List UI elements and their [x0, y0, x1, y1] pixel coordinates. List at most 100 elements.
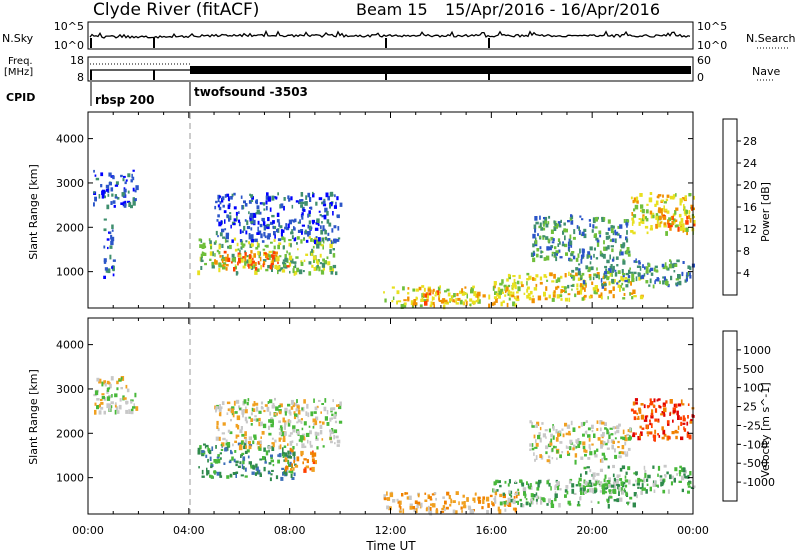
data-cell-3 [335, 435, 339, 439]
data-cell-3 [227, 257, 231, 262]
data-cell-8 [633, 416, 637, 421]
data-cell-2 [221, 243, 224, 248]
data-cell-5 [493, 285, 496, 289]
data-cell-3 [250, 250, 253, 254]
data-cell-3 [221, 258, 224, 263]
data-cell-8 [550, 236, 554, 241]
data-cell-9 [630, 271, 634, 274]
data-cell-4 [256, 232, 260, 235]
data-cell-5 [517, 492, 520, 495]
data-cell-1 [283, 459, 286, 462]
data-cell-4 [265, 206, 268, 211]
data-cell-0 [96, 398, 100, 401]
data-cell-4 [448, 495, 451, 500]
data-cell-7 [607, 296, 609, 300]
data-cell-4 [383, 497, 387, 501]
data-cell-1 [197, 447, 201, 453]
data-cell-2 [308, 236, 311, 239]
data-cell-5 [464, 292, 468, 295]
data-cell-3 [237, 261, 239, 266]
data-cell-4 [287, 195, 290, 200]
data-cell-7 [621, 490, 625, 495]
data-cell-6 [438, 299, 442, 302]
data-cell-6 [624, 441, 627, 446]
data-cell-6 [591, 443, 594, 446]
data-cell-7 [495, 293, 499, 296]
data-cell-3 [243, 399, 247, 404]
data-cell-1 [270, 473, 273, 476]
data-cell-3 [322, 445, 325, 448]
data-cell-5 [469, 303, 472, 306]
data-cell-3 [230, 261, 233, 264]
data-cell-6 [420, 298, 424, 302]
data-cell-1 [109, 231, 112, 235]
data-cell-4 [217, 235, 219, 238]
data-cell-6 [531, 443, 534, 447]
data-cell-9 [652, 284, 655, 289]
data-cell-4 [225, 232, 230, 236]
data-cell-2 [288, 242, 292, 247]
data-cell-1 [217, 454, 220, 457]
data-cell-8 [568, 248, 571, 253]
data-cell-4 [290, 231, 294, 235]
data-cell-3 [272, 251, 276, 255]
data-cell-8 [673, 403, 677, 408]
data-cell-9 [621, 269, 624, 274]
data-cell-5 [459, 290, 462, 295]
data-cell-6 [587, 457, 591, 460]
data-cell-1 [255, 463, 258, 468]
data-cell-8 [651, 423, 653, 428]
data-cell-4 [487, 503, 490, 508]
data-cell-4 [228, 217, 231, 222]
data-cell-3 [334, 414, 337, 417]
data-cell-3 [221, 432, 225, 435]
data-cell-11 [672, 215, 674, 221]
data-cell-9 [570, 274, 574, 278]
data-cell-3 [326, 422, 330, 426]
data-cell-5 [536, 495, 539, 500]
data-cell-3 [268, 250, 272, 254]
data-cell-0 [103, 195, 106, 199]
data-cell-8 [657, 433, 659, 436]
data-cell-8 [596, 242, 600, 247]
data-cell-5 [592, 482, 595, 486]
data-cell-1 [268, 471, 271, 475]
data-cell-2 [209, 258, 212, 261]
data-cell-5 [439, 285, 441, 288]
data-cell-4 [326, 210, 329, 216]
data-cell-0 [106, 390, 109, 394]
data-cell-0 [127, 173, 131, 178]
data-cell-4 [428, 509, 430, 515]
data-cell-5 [447, 292, 451, 297]
data-cell-4 [499, 493, 503, 498]
data-cell-8 [595, 257, 599, 260]
data-cell-2 [308, 271, 312, 276]
data-cell-2 [311, 264, 314, 268]
data-cell-8 [654, 408, 658, 413]
data-cell-2 [239, 250, 241, 253]
data-cell-7 [555, 279, 558, 283]
data-cell-1 [243, 445, 247, 450]
data-cell-8 [654, 418, 658, 422]
data-cell-1 [209, 456, 212, 461]
data-cell-9 [686, 272, 689, 277]
data-cell-7 [552, 293, 556, 298]
data-cell-5 [455, 302, 459, 305]
cpid-program-2: twofsound -3503 [194, 85, 308, 99]
data-cell-3 [215, 260, 218, 265]
data-cell-4 [297, 229, 301, 233]
data-cell-1 [201, 475, 205, 478]
data-cell-0 [130, 400, 133, 404]
data-cell-8 [555, 250, 559, 254]
data-cell-8 [626, 230, 628, 235]
data-cell-7 [655, 484, 659, 487]
data-cell-2 [222, 262, 227, 265]
y-tick-label: 2000 [56, 221, 84, 234]
data-cell-6 [617, 446, 620, 449]
data-cell-2 [283, 264, 287, 267]
data-cell-0 [108, 408, 111, 412]
data-cell-8 [579, 248, 581, 254]
data-cell-8 [552, 238, 555, 242]
data-cell-8 [580, 254, 583, 260]
data-cell-8 [556, 223, 560, 227]
